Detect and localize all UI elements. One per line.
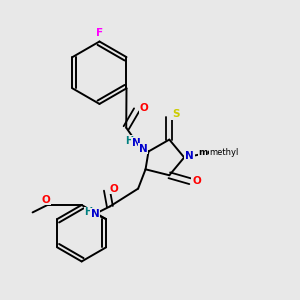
Text: H: H	[84, 207, 92, 218]
Text: O: O	[140, 103, 148, 113]
Text: N: N	[185, 151, 194, 161]
Text: N: N	[132, 138, 141, 148]
Text: O: O	[42, 195, 50, 205]
Text: N: N	[91, 209, 99, 219]
Text: methyl: methyl	[209, 148, 239, 158]
Text: H: H	[125, 136, 133, 146]
Text: N: N	[139, 143, 148, 154]
Text: O: O	[192, 176, 201, 186]
Text: F: F	[96, 28, 103, 38]
Text: O: O	[109, 184, 118, 194]
Text: methyl: methyl	[199, 148, 234, 158]
Text: S: S	[172, 109, 180, 119]
